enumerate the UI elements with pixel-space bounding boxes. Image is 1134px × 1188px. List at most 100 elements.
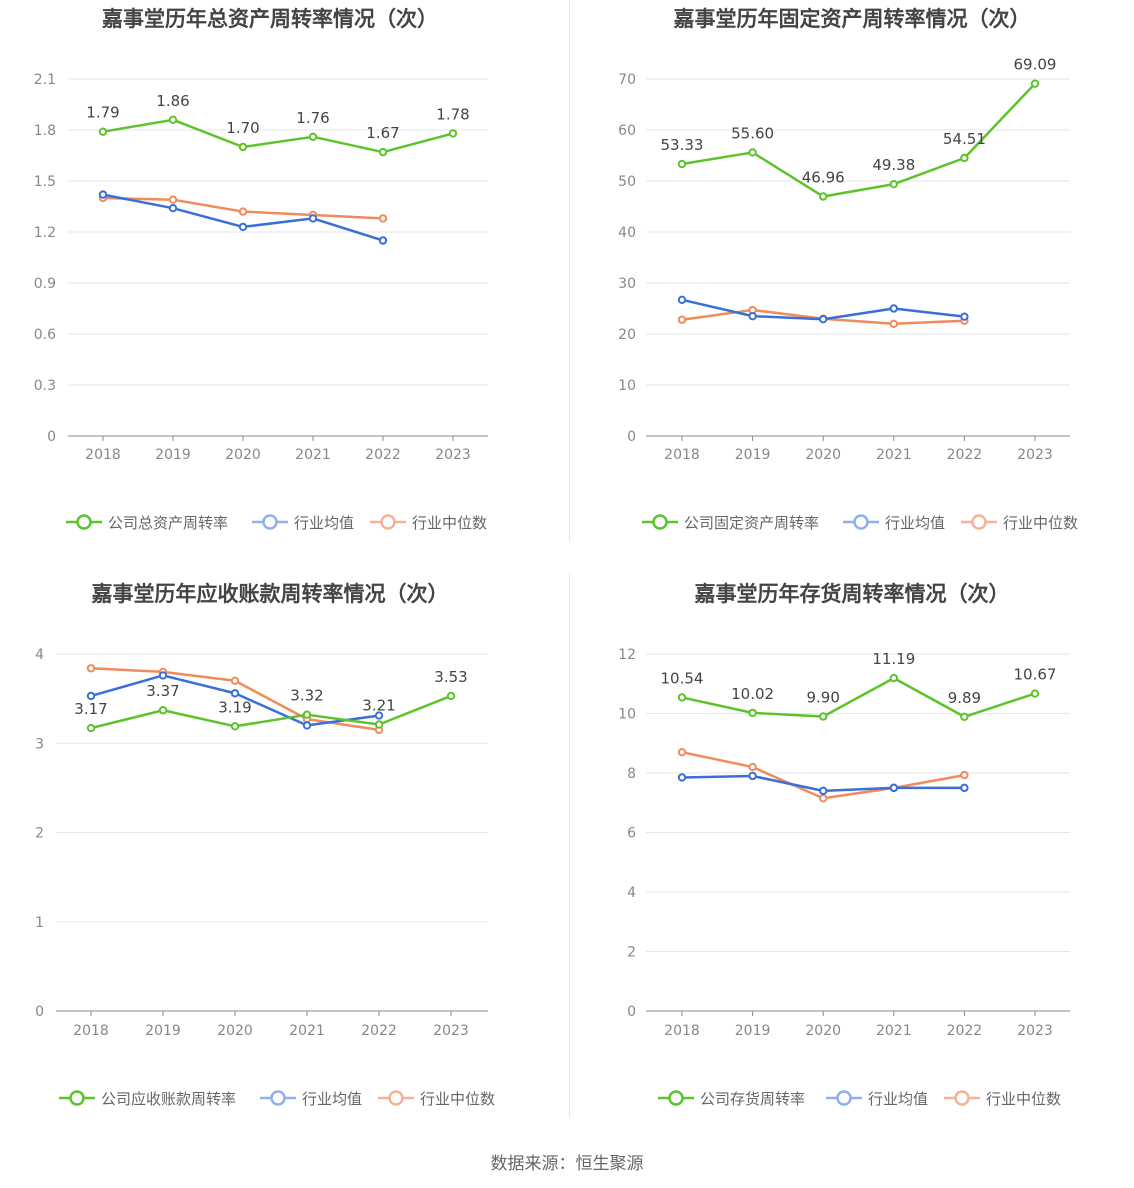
data-point — [677, 693, 687, 702]
data-point — [86, 723, 96, 733]
data-point — [677, 315, 687, 324]
x-tick-label: 2018 — [85, 447, 121, 463]
y-tick-label: 70 — [618, 72, 636, 88]
legend-marker-icon — [262, 514, 278, 530]
x-tick-label: 2020 — [225, 447, 261, 463]
data-point — [308, 214, 318, 223]
x-tick-label: 2021 — [289, 1023, 325, 1039]
y-tick-label: 0 — [627, 429, 636, 445]
data-point — [889, 179, 898, 189]
data-point — [168, 115, 178, 125]
y-tick-label: 4 — [627, 885, 636, 901]
data-point — [168, 195, 178, 204]
series-line-company — [681, 676, 1036, 719]
y-tick-label: 60 — [618, 123, 636, 139]
legend-item[interactable]: 行业均值 — [826, 1090, 928, 1108]
legend-marker-icon — [652, 514, 668, 530]
legend-label: 公司应收账款周转率 — [101, 1090, 236, 1108]
y-tick-label: 0 — [47, 429, 56, 445]
data-label: 1.76 — [296, 109, 329, 127]
y-tick-label: 1.8 — [34, 123, 56, 139]
data-point — [960, 712, 969, 721]
legend-marker-icon — [853, 514, 869, 530]
legend-item[interactable]: 行业均值 — [252, 514, 354, 532]
data-point — [677, 159, 687, 169]
data-point — [748, 148, 757, 157]
legend-item[interactable]: 行业均值 — [260, 1090, 362, 1108]
data-point — [748, 311, 757, 321]
y-tick-label: 2.1 — [34, 72, 56, 88]
legend-marker-icon — [971, 514, 987, 530]
vertical-divider-bottom — [569, 574, 570, 1118]
y-tick-label: 40 — [618, 225, 636, 241]
data-point — [302, 721, 312, 730]
chart-title: 嘉事堂历年应收账款周转率情况（次） — [92, 582, 449, 606]
x-tick-label: 2021 — [876, 447, 912, 463]
x-tick-label: 2020 — [217, 1023, 253, 1039]
x-tick-label: 2023 — [1017, 447, 1053, 463]
x-tick-label: 2023 — [435, 447, 471, 463]
data-point — [378, 214, 388, 223]
legend-label: 行业中位数 — [412, 514, 487, 532]
data-point — [98, 127, 108, 136]
y-tick-label: 1.2 — [34, 225, 56, 241]
series-line-company — [90, 694, 452, 730]
y-tick-label: 0 — [35, 1004, 44, 1020]
data-label: 69.09 — [1014, 56, 1057, 74]
data-point — [960, 783, 969, 793]
y-tick-label: 0.3 — [34, 378, 56, 394]
line-chart-3: 嘉事堂历年应收账款周转率情况（次） 0 1 2 3 4 2018 2019 2020 2021 20… — [35, 582, 495, 1108]
legend-item[interactable]: 行业中位数 — [378, 1090, 495, 1108]
data-point — [960, 153, 969, 163]
legend-label: 行业中位数 — [1003, 514, 1078, 532]
legend-item[interactable]: 公司应收账款周转率 — [59, 1090, 236, 1108]
legend-item[interactable]: 行业中位数 — [961, 514, 1078, 532]
data-label: 1.67 — [366, 124, 399, 142]
y-tick-label: 0.9 — [34, 276, 56, 292]
data-point — [302, 710, 312, 719]
data-label: 11.19 — [872, 650, 915, 668]
data-point — [889, 673, 898, 683]
data-point — [230, 676, 240, 685]
data-label: 10.67 — [1014, 666, 1057, 684]
data-point — [446, 691, 456, 701]
data-point — [238, 222, 248, 232]
legend-label: 行业均值 — [294, 514, 354, 532]
data-label: 54.51 — [943, 130, 986, 148]
data-point — [158, 706, 168, 715]
legend-item[interactable]: 公司总资产周转率 — [66, 514, 228, 532]
y-tick-label: 8 — [627, 766, 636, 782]
chart-title: 嘉事堂历年固定资产周转率情况（次） — [674, 7, 1031, 31]
legend-item[interactable]: 行业中位数 — [370, 514, 487, 532]
y-tick-label: 1.5 — [34, 174, 56, 190]
data-point — [1030, 79, 1040, 88]
x-tick-label: 2022 — [947, 1023, 983, 1039]
data-point — [889, 304, 898, 313]
y-tick-label: 2 — [35, 826, 44, 842]
data-point — [168, 204, 178, 213]
legend-marker-icon — [954, 1090, 970, 1106]
data-point — [889, 783, 898, 793]
legend-item[interactable]: 行业中位数 — [944, 1090, 1061, 1108]
data-point — [448, 129, 458, 138]
data-point — [238, 207, 248, 216]
x-tick-label: 2018 — [664, 447, 700, 463]
legend-label: 行业中位数 — [420, 1090, 495, 1108]
data-point — [86, 664, 96, 673]
data-source-footer: 数据来源：恒生聚源 — [490, 1154, 644, 1174]
legend-marker-icon — [668, 1090, 684, 1106]
data-label: 1.70 — [226, 119, 259, 137]
legend-item[interactable]: 行业均值 — [843, 514, 945, 532]
data-label: 3.21 — [362, 697, 395, 715]
y-tick-label: 30 — [618, 276, 636, 292]
data-point — [86, 691, 96, 701]
legend-item[interactable]: 公司存货周转率 — [658, 1090, 805, 1108]
y-tick-label: 3 — [35, 736, 44, 752]
data-point — [238, 142, 248, 152]
data-point — [230, 689, 240, 698]
legend-item[interactable]: 公司固定资产周转率 — [642, 514, 819, 532]
y-tick-label: 4 — [35, 647, 44, 663]
data-label: 9.90 — [806, 688, 839, 706]
data-point — [819, 794, 828, 803]
